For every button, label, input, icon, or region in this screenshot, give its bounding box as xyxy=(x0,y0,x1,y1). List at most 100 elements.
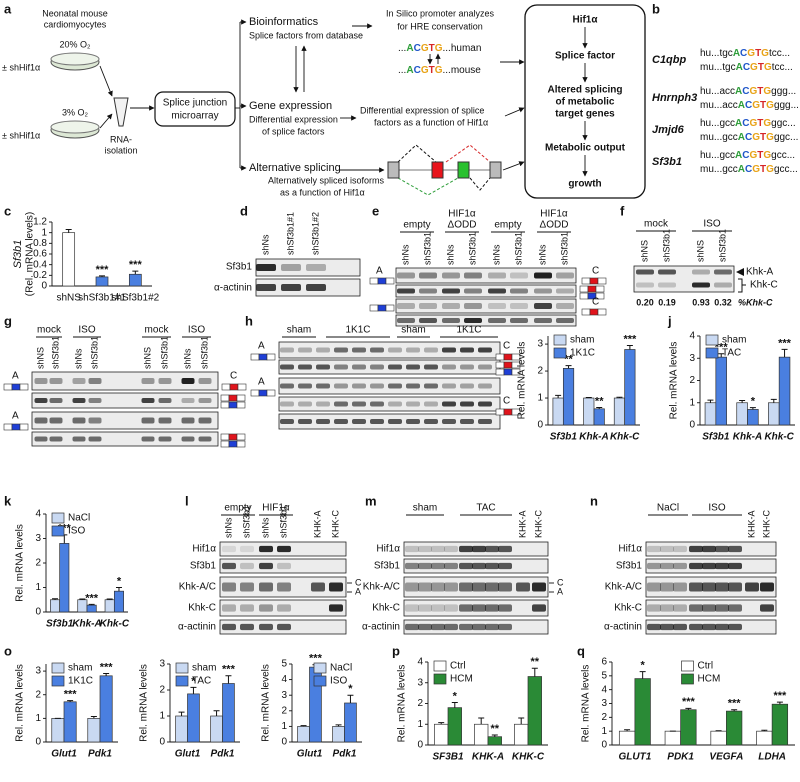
error-bar xyxy=(79,598,86,600)
y-tick-label: 4 xyxy=(281,674,287,685)
blot-band xyxy=(464,288,482,294)
blot-band xyxy=(556,318,574,323)
x-tick-label: shSf3b1#2 xyxy=(111,293,159,304)
blot-band xyxy=(660,545,674,553)
exon-icon xyxy=(266,389,276,397)
bar xyxy=(474,723,489,746)
blot-band xyxy=(397,288,415,294)
blot-band xyxy=(728,604,742,612)
blot-band xyxy=(442,419,456,424)
label: C xyxy=(230,371,237,382)
blot-band xyxy=(406,347,420,353)
bar xyxy=(434,723,449,746)
legend-label: ISO xyxy=(68,526,85,537)
blot-band xyxy=(306,264,326,271)
y-tick-label: 3 xyxy=(35,666,41,677)
label: Differential expression of splice xyxy=(360,105,484,115)
y-tick-label: 0 xyxy=(35,737,41,748)
motif-base: C xyxy=(414,65,421,76)
label: Hif1α xyxy=(572,15,598,26)
blot-band xyxy=(478,347,492,353)
blot-band xyxy=(334,347,348,353)
label: Hnrnph3 xyxy=(652,92,697,104)
bar xyxy=(710,730,727,746)
label: Khk-A/C xyxy=(363,582,400,593)
blot-band xyxy=(689,562,703,570)
motif-base: C xyxy=(745,100,752,111)
blot-band xyxy=(442,272,460,279)
exon-icon xyxy=(377,304,387,312)
lane-label: shSf3b1 xyxy=(199,336,209,369)
blot-band xyxy=(459,604,473,612)
error-bar xyxy=(739,400,746,403)
blot-band xyxy=(298,383,312,389)
exon-icon xyxy=(11,383,21,391)
y-tick-label: 1 xyxy=(41,227,47,238)
blot-band xyxy=(240,582,254,592)
blot-band xyxy=(222,545,236,553)
error-bar xyxy=(451,701,458,708)
splice-line xyxy=(469,177,491,191)
x-tick-label: LDHA xyxy=(758,752,786,763)
x-tick-label: Glut1 xyxy=(175,749,201,760)
sequence-part: gcc... xyxy=(774,164,798,175)
splice-line xyxy=(445,144,491,163)
sequence: mu...gccACGTGgcc... xyxy=(700,164,798,175)
blot-band xyxy=(158,417,172,424)
blot-band xyxy=(34,417,48,424)
exon-icon xyxy=(587,285,597,293)
significance: *** xyxy=(100,661,114,673)
blot-band xyxy=(88,417,102,424)
y-tick-label: 1 xyxy=(35,582,41,593)
motif-base: A xyxy=(406,65,413,76)
x-tick-label: SF3B1 xyxy=(432,752,464,763)
significance: ** xyxy=(595,395,604,407)
panel-label: n xyxy=(590,493,598,508)
y-tick-label: 3 xyxy=(281,690,287,701)
motif-base: T xyxy=(755,48,761,59)
exon-icon xyxy=(385,277,395,285)
error-bar xyxy=(347,694,354,703)
blot-band xyxy=(464,318,482,323)
blot-band xyxy=(715,604,729,612)
error-bar xyxy=(90,715,97,719)
blot-band xyxy=(532,604,546,612)
lane-label: shSf3b1 xyxy=(513,232,523,265)
label: Jmjd6 xyxy=(652,124,685,136)
blot-band xyxy=(280,401,294,407)
motif-base: A xyxy=(733,48,740,59)
blot-band xyxy=(72,378,86,384)
label: Khk-C xyxy=(614,603,642,614)
motif-base: A xyxy=(736,62,743,73)
legend-label: TAC xyxy=(192,676,211,687)
motif-base: T xyxy=(757,86,763,97)
legend-swatch xyxy=(313,662,327,674)
blot xyxy=(395,284,577,298)
blot-band xyxy=(406,419,420,424)
label: C xyxy=(557,577,564,587)
x-tick-label: shSf3b1#1 xyxy=(78,293,126,304)
blot-band xyxy=(281,264,301,271)
lane-label: shSf3b1 xyxy=(50,336,60,369)
blot-band xyxy=(478,401,492,407)
exon-icon xyxy=(597,308,607,316)
motif-base: G xyxy=(435,43,443,54)
motif-base: C xyxy=(745,164,752,175)
x-tick-label: Khk-A xyxy=(733,432,762,443)
blot-band xyxy=(660,582,674,592)
label: Sf3b1 xyxy=(190,561,217,572)
bar xyxy=(344,702,357,743)
label: 0.20 xyxy=(636,297,654,307)
error-bar xyxy=(65,228,72,233)
y-tick-label: 2 xyxy=(159,685,165,696)
blot-band xyxy=(510,288,528,294)
blot-band xyxy=(534,318,552,323)
bar xyxy=(95,276,109,287)
motif: ACGTG xyxy=(738,164,774,175)
blot-band xyxy=(431,604,445,612)
blot-band xyxy=(198,436,212,442)
blot-band xyxy=(370,364,384,370)
error-bar xyxy=(761,729,768,732)
significance: *** xyxy=(309,653,323,665)
panel-label: j xyxy=(667,313,672,328)
